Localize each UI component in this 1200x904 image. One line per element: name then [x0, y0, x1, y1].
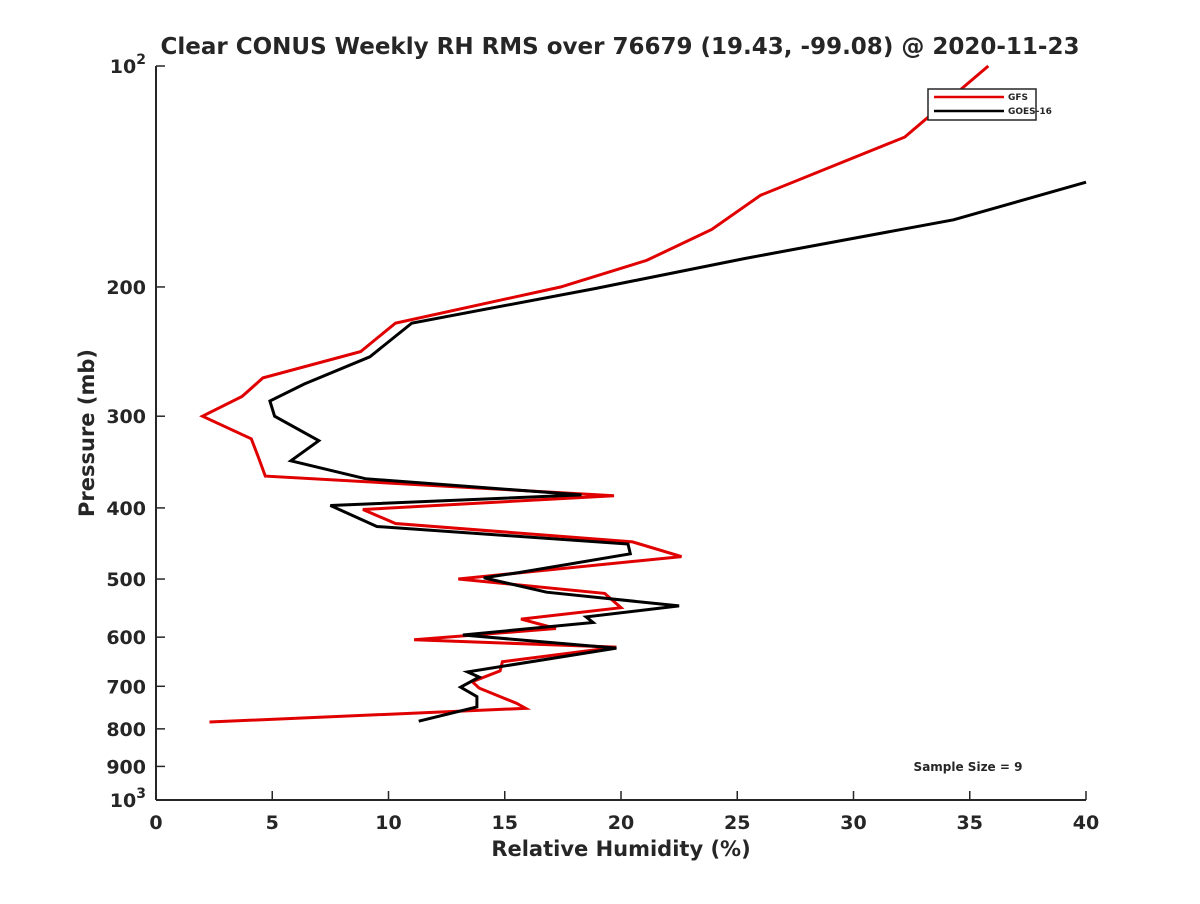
x-axis-ticks: 0 5 10 15 20 25 30 35 40: [149, 791, 1099, 834]
series-line-goes16: [268, 180, 1087, 723]
y-tick-label-base: 600: [106, 627, 146, 649]
y-tick-label-base: 10: [110, 56, 136, 78]
x-tick-label: 0: [149, 812, 162, 834]
y-tick-label: 200: [106, 277, 146, 299]
x-tick-label: 20: [608, 812, 634, 834]
y-tick-label-base: 300: [106, 406, 146, 428]
y-tick-label-base: 700: [106, 676, 146, 698]
x-tick-label: 35: [957, 812, 983, 834]
y-tick-label: 800: [106, 719, 146, 741]
y-tick-label: 400: [106, 498, 146, 520]
x-tick-label: 10: [375, 812, 401, 834]
y-tick-label-base: 200: [106, 277, 146, 299]
y-tick-label-base: 800: [106, 719, 146, 741]
y-tick-label: 600: [106, 627, 146, 649]
y-tick-label-base: 10: [110, 790, 136, 812]
y-tick-label-exponent: 3: [136, 786, 146, 802]
legend-box: [927, 88, 1037, 121]
y-tick-label-base: 500: [106, 569, 146, 591]
legend-label-gfs: GFS: [1008, 93, 1028, 103]
x-tick-label: 15: [492, 812, 518, 834]
x-axis-label: Relative Humidity (%): [491, 837, 750, 861]
y-tick-label: 900: [106, 756, 146, 778]
plot-area: [199, 64, 1087, 724]
y-tick-label: 103: [110, 786, 146, 812]
x-tick-label: 30: [840, 812, 866, 834]
y-axis-label: Pressure (mb): [75, 349, 99, 517]
x-tick-label: 5: [266, 812, 279, 834]
y-tick-label-base: 900: [106, 756, 146, 778]
legend-label-goes16: GOES-16: [1008, 107, 1052, 117]
y-tick-label: 700: [106, 676, 146, 698]
legend: GFS GOES-16: [927, 88, 1052, 121]
y-tick-label: 102: [110, 52, 146, 78]
x-tick-label: 40: [1073, 812, 1099, 834]
y-tick-label-base: 400: [106, 498, 146, 520]
sample-size-annotation: Sample Size = 9: [914, 760, 1023, 774]
y-tick-label: 500: [106, 569, 146, 591]
chart-title: Clear CONUS Weekly RH RMS over 76679 (19…: [161, 34, 1080, 60]
x-tick-label: 25: [724, 812, 750, 834]
y-tick-label-exponent: 2: [136, 52, 146, 68]
y-tick-label: 300: [106, 406, 146, 428]
